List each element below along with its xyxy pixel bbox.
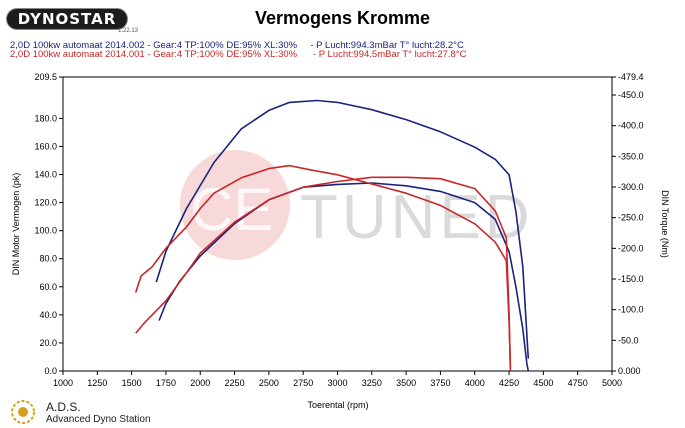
series-line-3 — [135, 176, 512, 372]
series-line-2 — [155, 99, 530, 359]
y2-tick-label: -400.0 — [618, 121, 644, 131]
logo-version: 1.22.13 — [118, 28, 139, 34]
x-tick-label: 1000 — [53, 378, 73, 388]
x-tick-label: 1750 — [156, 378, 176, 388]
x-tick-label: 2000 — [190, 378, 210, 388]
x-tick-label: 4000 — [465, 378, 485, 388]
y-tick-label: 20.0 — [39, 338, 57, 348]
x-tick-label: 3500 — [396, 378, 416, 388]
watermark: CE TUNED — [180, 150, 534, 260]
y2-tick-label: 0.000 — [618, 366, 641, 376]
y-tick-label: 120.0 — [34, 198, 57, 208]
x-tick-label: 1500 — [122, 378, 142, 388]
y-tick-label: 60.0 — [39, 282, 57, 292]
y-tick-label: 180.0 — [34, 113, 57, 123]
y-axis-label: DIN Motor Vermogen (pk) — [11, 173, 21, 276]
y2-tick-label: -300.0 — [618, 182, 644, 192]
y2-tick-label: -350.0 — [618, 151, 644, 161]
y-tick-label: 100.0 — [34, 226, 57, 236]
watermark-letter: CE — [190, 176, 273, 243]
watermark-circle — [180, 150, 290, 260]
x-tick-label: 3250 — [362, 378, 382, 388]
page-title: Vermogens Kromme — [254, 8, 431, 28]
ads-logo-icon — [11, 400, 35, 424]
y-tick-label: 160.0 — [34, 141, 57, 151]
chart-axes: 1000 1250 1500 1750 2000 2250 2500 2750 3000 3250… — [34, 72, 643, 388]
y-tick-label: 0.0 — [44, 366, 57, 376]
x-tick-label: 2500 — [259, 378, 279, 388]
x-axis-label: Toerental (rpm) — [307, 400, 368, 410]
y2-axis-label: DIN Torque (Nm) — [660, 190, 670, 258]
footer-title: A.D.S. — [46, 400, 81, 414]
x-tick-label: 2750 — [293, 378, 313, 388]
run-info-1: 2,0D 100kw automaat 2014.002 - Gear:4 TP… — [10, 40, 464, 51]
x-tick-label: 3000 — [327, 378, 347, 388]
y2-tick-label: -450.0 — [618, 90, 644, 100]
series-line-1 — [158, 182, 530, 372]
y2-tick-label: -50.0 — [618, 335, 639, 345]
x-tick-label: 4500 — [533, 378, 553, 388]
x-tick-label: 3750 — [430, 378, 450, 388]
y-tick-label: 40.0 — [39, 310, 57, 320]
x-tick-label: 5000 — [602, 378, 622, 388]
y2-tick-label: -150.0 — [618, 274, 644, 284]
watermark-text: TUNED — [300, 183, 534, 252]
y2-tick-label: -200.0 — [618, 243, 644, 253]
dynostar-logo: DYNOSTAR — [6, 8, 128, 30]
y2-tick-label: -100.0 — [618, 305, 644, 315]
y-tick-label: 80.0 — [39, 254, 57, 264]
chart-series — [134, 99, 530, 372]
x-tick-label: 4250 — [499, 378, 519, 388]
y2-tick-label: -479.4 — [618, 72, 644, 82]
footer-subtitle: Advanced Dyno Station — [46, 414, 151, 425]
series-line-4 — [134, 164, 512, 368]
y-tick-label: 209.5 — [34, 72, 57, 82]
x-tick-label: 2250 — [225, 378, 245, 388]
y2-tick-label: -250.0 — [618, 213, 644, 223]
y-tick-label: 140.0 — [34, 170, 57, 180]
x-tick-label: 1250 — [87, 378, 107, 388]
run-info-2: 2,0D 100kw automaat 2014.001 - Gear:4 TP… — [10, 49, 467, 60]
logo-text: DYNOSTAR — [17, 10, 117, 28]
x-tick-label: 4750 — [568, 378, 588, 388]
